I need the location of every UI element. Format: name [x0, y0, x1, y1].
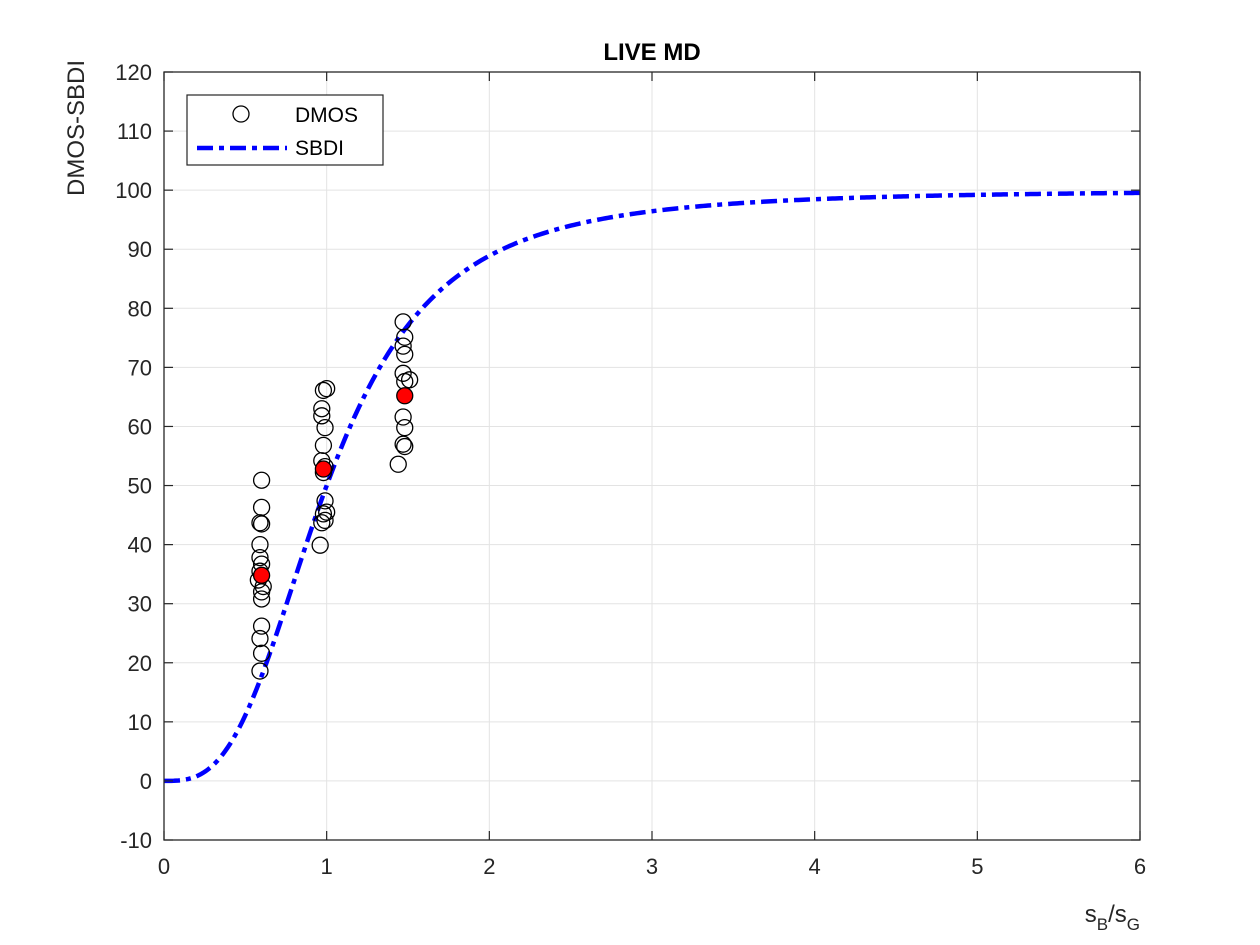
dmos-point — [396, 437, 414, 456]
y-tick-label: 80 — [128, 296, 152, 321]
dmos-point — [251, 548, 269, 567]
y-tick-label: 120 — [115, 60, 152, 85]
legend-dmos-label: DMOS — [295, 104, 358, 127]
dmos-point — [252, 617, 271, 635]
x-tick-label: 2 — [483, 854, 495, 879]
x-tick-labels: 0 1 2 3 4 5 6 — [158, 854, 1146, 879]
dmos-point — [316, 418, 334, 437]
chart-title: LIVE MD — [603, 39, 700, 66]
y-tick-label: -10 — [120, 828, 152, 853]
legend-sbdi-label: SBDI — [295, 137, 344, 160]
y-tick-label: 90 — [128, 237, 152, 262]
y-tick-label: 50 — [128, 474, 152, 499]
dmos-point — [394, 337, 412, 355]
y-tick-label: 70 — [128, 355, 152, 380]
dmos-point — [252, 644, 271, 662]
y-tick-label: 20 — [128, 651, 152, 676]
dmos-point — [394, 364, 412, 382]
x-label-base1: s — [1085, 901, 1097, 928]
dmos-point — [252, 590, 271, 608]
legend-box — [186, 94, 384, 166]
y-axis-label: DMOS-SBDI — [63, 60, 90, 196]
x-label-base2: s — [1115, 901, 1127, 928]
x-tick-label: 6 — [1134, 854, 1146, 879]
x-tick-label: 5 — [971, 854, 983, 879]
y-tick-label: 10 — [128, 710, 152, 735]
y-tick-label: 40 — [128, 533, 152, 558]
mean-point — [314, 460, 333, 478]
dmos-point — [252, 498, 271, 517]
dmos-point — [316, 492, 334, 510]
dmos-point — [314, 436, 333, 455]
dmos-point — [394, 408, 412, 426]
dmos-point — [394, 313, 412, 331]
mean-point — [396, 387, 414, 405]
dmos-point — [396, 418, 414, 437]
dmos-point — [314, 381, 333, 400]
y-tick-label: 30 — [128, 592, 152, 617]
dmos-point — [396, 345, 414, 364]
dmos-point — [318, 503, 336, 521]
dmos-point — [313, 400, 331, 418]
mean-points-layer — [252, 387, 414, 584]
x-label-sub1: B — [1097, 915, 1108, 934]
dmos-point — [314, 505, 333, 523]
x-tick-label: 1 — [321, 854, 333, 879]
y-tick-label: 60 — [128, 414, 152, 439]
dmos-point — [311, 536, 329, 554]
y-tick-label: 0 — [140, 769, 152, 794]
legend: DMOS SBDI — [186, 94, 384, 166]
dmos-point — [251, 662, 269, 680]
mean-point — [252, 566, 271, 584]
dmos-point — [318, 380, 336, 398]
dmos-point — [394, 435, 412, 453]
x-tick-label: 4 — [809, 854, 821, 879]
sbdi-curve-layer — [164, 190, 1141, 784]
x-tick-label: 0 — [158, 854, 170, 879]
y-tick-label: 100 — [115, 178, 152, 203]
dmos-point — [389, 455, 407, 473]
y-tick-labels: -10 0 10 20 30 40 50 60 70 80 90 100 110 120 — [115, 60, 152, 853]
x-label-sep: / — [1108, 901, 1115, 928]
y-tick-label: 110 — [117, 119, 152, 144]
dmos-point — [400, 371, 419, 389]
legend-dmos-marker — [232, 105, 250, 123]
dmos-point — [252, 471, 271, 489]
axis-ticks — [163, 71, 1141, 841]
dmos-point — [313, 514, 331, 532]
x-label-sub2: G — [1127, 915, 1140, 934]
x-axis-label: sB/sG — [1085, 901, 1140, 934]
sbdi-curve — [164, 190, 1141, 784]
dmos-point — [251, 629, 269, 648]
dmos-point — [316, 511, 334, 530]
dmos-point — [251, 535, 269, 554]
dmos-point — [313, 407, 331, 425]
x-tick-label: 3 — [646, 854, 658, 879]
